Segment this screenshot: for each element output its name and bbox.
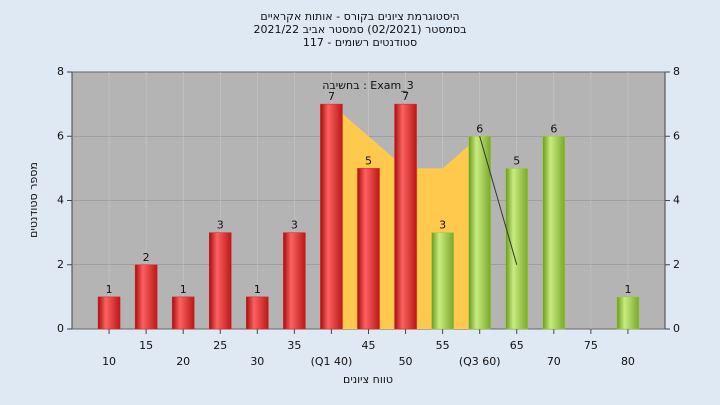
title-line: היסטוגרמת ציונים בקורס - אותות אקראיים (260, 10, 459, 23)
x-tick-label: 45 (362, 339, 376, 352)
bar (616, 296, 640, 330)
value-label: 6 (476, 122, 483, 135)
bar (171, 296, 195, 330)
value-label: 3 (439, 219, 446, 232)
y2-tick-label: 6 (673, 129, 680, 142)
x-tick-label: 35 (287, 339, 301, 352)
value-label: 3 (217, 219, 224, 232)
bar (542, 136, 566, 330)
value-label: 2 (143, 251, 150, 264)
x-tick-label: 10 (102, 355, 116, 368)
bar (283, 232, 306, 330)
annotation: בחשיבה : Exam_3 (322, 79, 413, 92)
bar (357, 168, 380, 330)
x-tick-label: 55 (436, 339, 450, 352)
y2-tick-label: 0 (673, 322, 680, 335)
x-tick-label: 25 (213, 339, 227, 352)
value-label: 1 (624, 283, 631, 296)
bar (320, 103, 343, 330)
x-tick-label: 80 (621, 355, 635, 368)
x-tick-label: 70 (547, 355, 561, 368)
y-tick-label: 8 (57, 65, 64, 78)
x-tick-label: 30 (250, 355, 264, 368)
value-label: 7 (402, 90, 409, 103)
bar (97, 296, 121, 330)
x-tick-label: (Q1 40) (311, 355, 353, 368)
y-tick-label: 2 (57, 258, 64, 271)
bar (246, 296, 269, 330)
bar (468, 136, 491, 330)
y-tick-label: 4 (57, 194, 64, 207)
line (479, 136, 518, 265)
title-line: בסמסטר (02/2021) סמסטר אביב 2021/22 (253, 23, 466, 36)
value-label: 1 (106, 283, 113, 296)
x-axis-label: טווח ציונים (343, 373, 393, 386)
value-label: 5 (513, 154, 520, 167)
x-tick-label: 50 (399, 355, 413, 368)
x-tick-label: 20 (176, 355, 190, 368)
value-label: 6 (550, 122, 557, 135)
value-label: 7 (328, 90, 335, 103)
bar (134, 264, 158, 330)
y-axis-label: מספר סטודנטים (27, 162, 40, 238)
y-tick-label: 6 (57, 129, 64, 142)
y2-tick-label: 4 (673, 194, 680, 207)
bar (431, 232, 454, 330)
x-tick-label: (Q3 60) (459, 355, 501, 368)
y2-tick-label: 2 (673, 258, 680, 271)
value-label: 3 (291, 219, 298, 232)
value-label: 1 (254, 283, 261, 296)
value-label: 5 (365, 154, 372, 167)
x-tick-label: 65 (510, 339, 524, 352)
y-tick-label: 0 (57, 322, 64, 335)
x-tick-label: 75 (584, 339, 598, 352)
bar (209, 232, 232, 330)
value-label: 1 (180, 283, 187, 296)
x-tick-label: 15 (139, 339, 153, 352)
bar (505, 168, 528, 330)
y2-tick-label: 8 (673, 65, 680, 78)
title-line: סטודנטים רשומים - 117 (303, 36, 417, 49)
bar (394, 103, 417, 330)
